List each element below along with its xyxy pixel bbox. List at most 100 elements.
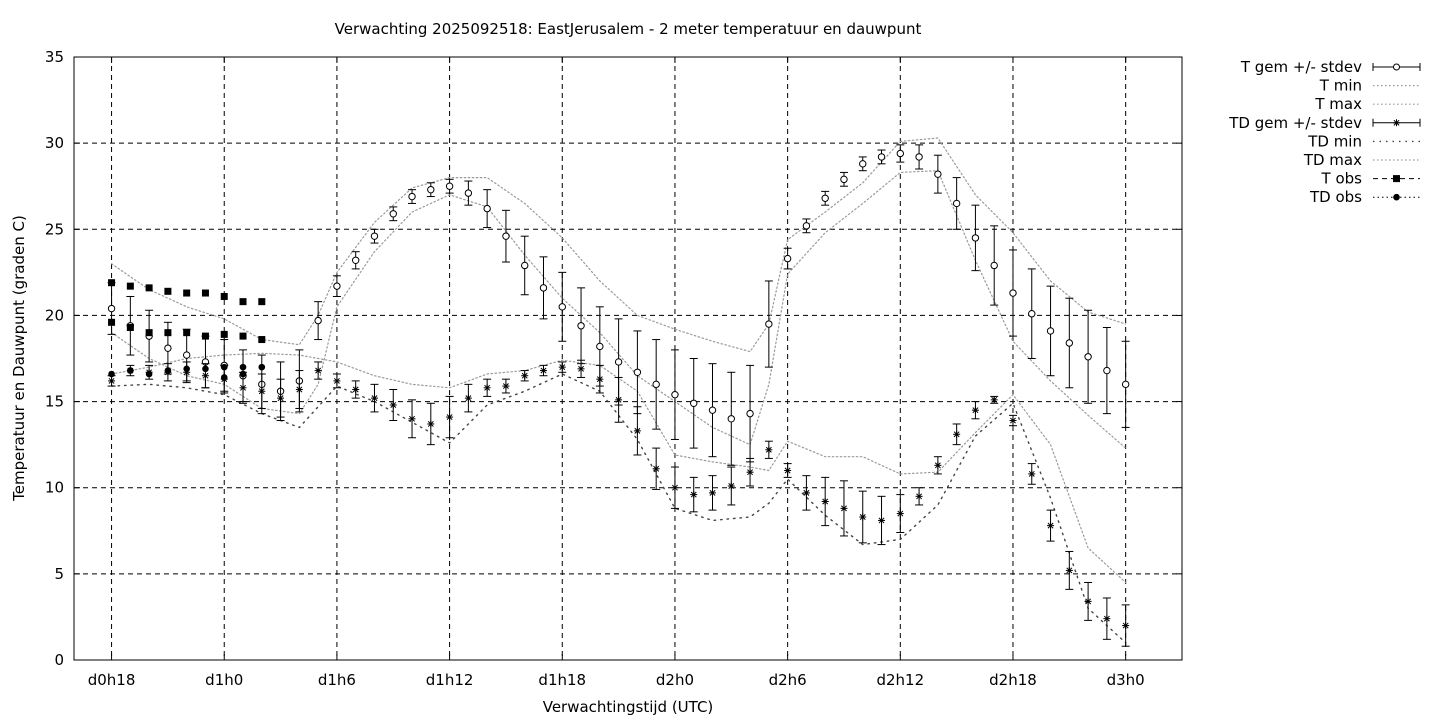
star-stroke bbox=[690, 491, 697, 498]
point-t-gem-stdev bbox=[182, 351, 191, 359]
point-t-gem-stdev bbox=[802, 222, 811, 230]
point-t-gem-stdev bbox=[164, 344, 172, 352]
star-stroke bbox=[596, 376, 603, 383]
point-td-obs bbox=[164, 367, 172, 374]
star-stroke bbox=[296, 386, 303, 393]
point-t-gem-stdev bbox=[558, 303, 566, 311]
legend-entry: T max bbox=[1314, 95, 1420, 113]
point-t-gem-stdev bbox=[821, 194, 829, 202]
point-td-gem-stdev bbox=[690, 491, 698, 499]
x-tick-label: d2h0 bbox=[656, 671, 694, 689]
point-t-gem-stdev bbox=[765, 320, 773, 328]
point-t-gem-stdev bbox=[1103, 366, 1111, 375]
point-t-gem-stdev bbox=[727, 415, 735, 423]
point-td-gem-stdev bbox=[258, 387, 266, 395]
y-tick-label: 0 bbox=[54, 651, 64, 669]
star-stroke bbox=[1393, 119, 1400, 126]
star-stroke bbox=[709, 489, 716, 496]
point-td-gem-stdev bbox=[1065, 566, 1073, 574]
point-td-obs bbox=[239, 363, 247, 371]
star-stroke bbox=[540, 367, 547, 374]
point-t-gem-stdev bbox=[483, 204, 491, 213]
point-t-obs bbox=[220, 330, 228, 338]
x-tick-label: d1h6 bbox=[318, 671, 356, 689]
point-t-gem-stdev bbox=[577, 322, 585, 330]
point-t-gem-stdev bbox=[1121, 380, 1130, 389]
point-td-gem-stdev bbox=[727, 482, 735, 490]
x-tick-label: d1h0 bbox=[205, 671, 243, 689]
x-tick-label: d0h18 bbox=[88, 671, 136, 689]
star-stroke bbox=[747, 469, 754, 476]
star-stroke bbox=[897, 510, 904, 517]
star-stroke bbox=[765, 446, 772, 453]
point-t-gem-stdev bbox=[314, 316, 322, 325]
point-t-gem-stdev bbox=[1046, 327, 1055, 335]
star-stroke bbox=[1066, 567, 1073, 574]
y-tick-label: 5 bbox=[54, 565, 64, 583]
star-stroke bbox=[1122, 622, 1129, 629]
y-tick-label: 15 bbox=[45, 393, 64, 411]
x-axis-label: Verwachtingstijd (UTC) bbox=[543, 698, 714, 716]
point-t-gem-stdev bbox=[333, 282, 341, 290]
star-stroke bbox=[934, 462, 941, 469]
legend-marker bbox=[1393, 193, 1400, 201]
legend-marker bbox=[1393, 175, 1400, 183]
y-tick-label: 35 bbox=[45, 48, 64, 66]
star-stroke bbox=[728, 483, 735, 489]
point-t-obs bbox=[145, 329, 153, 337]
x-tick-label: d2h18 bbox=[989, 671, 1037, 689]
point-td-gem-stdev bbox=[1084, 597, 1092, 605]
point-td-gem-stdev bbox=[1047, 522, 1055, 530]
y-tick-label: 10 bbox=[45, 479, 64, 497]
point-td-gem-stdev bbox=[577, 365, 585, 373]
point-t-obs bbox=[145, 284, 153, 292]
star-stroke bbox=[822, 498, 829, 505]
point-td-obs bbox=[220, 374, 228, 381]
point-td-gem-stdev bbox=[633, 427, 641, 435]
point-td-gem-stdev bbox=[277, 394, 285, 402]
star-stroke bbox=[202, 372, 209, 379]
star-stroke bbox=[991, 396, 998, 403]
star-stroke bbox=[240, 384, 246, 391]
point-t-obs bbox=[258, 298, 266, 306]
star-stroke bbox=[1028, 470, 1035, 477]
point-t-gem-stdev bbox=[1084, 353, 1092, 361]
legend-marker bbox=[1393, 119, 1400, 127]
y-tick-label: 25 bbox=[45, 220, 64, 238]
legend-label: TD max bbox=[1303, 151, 1362, 169]
point-td-gem-stdev bbox=[539, 367, 547, 375]
point-t-obs bbox=[201, 332, 209, 340]
point-t-obs bbox=[108, 318, 116, 326]
legend-label: T max bbox=[1314, 95, 1362, 113]
point-t-gem-stdev bbox=[840, 175, 848, 184]
point-td-gem-stdev bbox=[709, 489, 717, 497]
legend-label: T min bbox=[1319, 77, 1362, 95]
point-t-gem-stdev bbox=[1065, 339, 1074, 347]
point-t-obs bbox=[108, 279, 116, 287]
point-t-obs bbox=[201, 289, 209, 297]
point-td-gem-stdev bbox=[765, 446, 773, 454]
point-td-gem-stdev bbox=[558, 363, 566, 371]
point-t-gem-stdev bbox=[1009, 289, 1017, 297]
point-t-gem-stdev bbox=[596, 342, 604, 351]
point-t-gem-stdev bbox=[690, 399, 698, 407]
legend-label: TD min bbox=[1307, 132, 1362, 150]
star-stroke bbox=[390, 402, 397, 408]
point-t-gem-stdev bbox=[107, 304, 116, 313]
point-t-gem-stdev bbox=[539, 284, 548, 292]
point-td-gem-stdev bbox=[971, 406, 979, 414]
point-t-gem-stdev bbox=[502, 232, 510, 240]
point-td-gem-stdev bbox=[821, 497, 829, 505]
star-stroke bbox=[1103, 615, 1110, 622]
point-td-gem-stdev bbox=[1103, 615, 1111, 623]
point-t-gem-stdev bbox=[708, 406, 717, 414]
point-t-gem-stdev bbox=[934, 170, 942, 178]
point-td-gem-stdev bbox=[427, 420, 435, 428]
star-stroke bbox=[315, 367, 322, 374]
point-td-gem-stdev bbox=[896, 510, 904, 518]
star-stroke bbox=[1047, 522, 1054, 529]
point-td-gem-stdev bbox=[671, 484, 679, 492]
star-stroke bbox=[953, 431, 960, 438]
star-stroke bbox=[634, 427, 641, 434]
point-td-gem-stdev bbox=[352, 386, 360, 394]
